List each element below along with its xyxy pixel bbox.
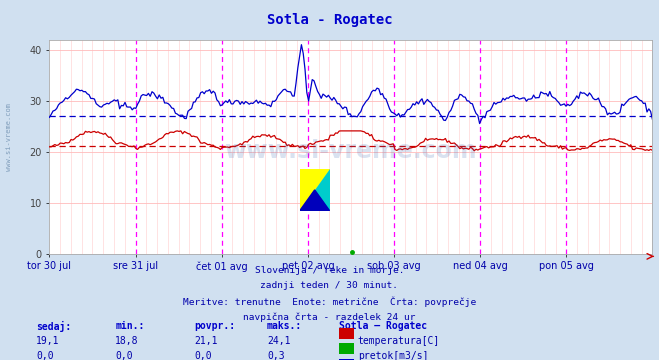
Text: Sotla – Rogatec: Sotla – Rogatec bbox=[339, 321, 428, 331]
Text: Slovenija / reke in morje.: Slovenija / reke in morje. bbox=[255, 266, 404, 275]
Text: 24,1: 24,1 bbox=[267, 336, 291, 346]
Text: zadnji teden / 30 minut.: zadnji teden / 30 minut. bbox=[260, 281, 399, 290]
Text: 19,1: 19,1 bbox=[36, 336, 60, 346]
Text: 0,0: 0,0 bbox=[115, 351, 133, 360]
Text: 21,1: 21,1 bbox=[194, 336, 218, 346]
Text: povpr.:: povpr.: bbox=[194, 321, 235, 331]
Text: 0,0: 0,0 bbox=[36, 351, 54, 360]
Text: 18,8: 18,8 bbox=[115, 336, 139, 346]
Polygon shape bbox=[300, 190, 330, 211]
Text: maks.:: maks.: bbox=[267, 321, 302, 331]
Text: www.si-vreme.com: www.si-vreme.com bbox=[5, 103, 12, 171]
Text: Meritve: trenutne  Enote: metrične  Črta: povprečje: Meritve: trenutne Enote: metrične Črta: … bbox=[183, 297, 476, 307]
Text: www.si-vreme.com: www.si-vreme.com bbox=[225, 139, 477, 163]
Polygon shape bbox=[300, 169, 330, 211]
Text: min.:: min.: bbox=[115, 321, 145, 331]
Text: 0,0: 0,0 bbox=[194, 351, 212, 360]
Text: pretok[m3/s]: pretok[m3/s] bbox=[358, 351, 428, 360]
Text: 0,3: 0,3 bbox=[267, 351, 285, 360]
Text: Sotla - Rogatec: Sotla - Rogatec bbox=[267, 13, 392, 27]
Polygon shape bbox=[300, 169, 330, 211]
Text: navpična črta - razdelek 24 ur: navpična črta - razdelek 24 ur bbox=[243, 312, 416, 321]
Text: sedaj:: sedaj: bbox=[36, 321, 71, 332]
Text: temperatura[C]: temperatura[C] bbox=[358, 336, 440, 346]
